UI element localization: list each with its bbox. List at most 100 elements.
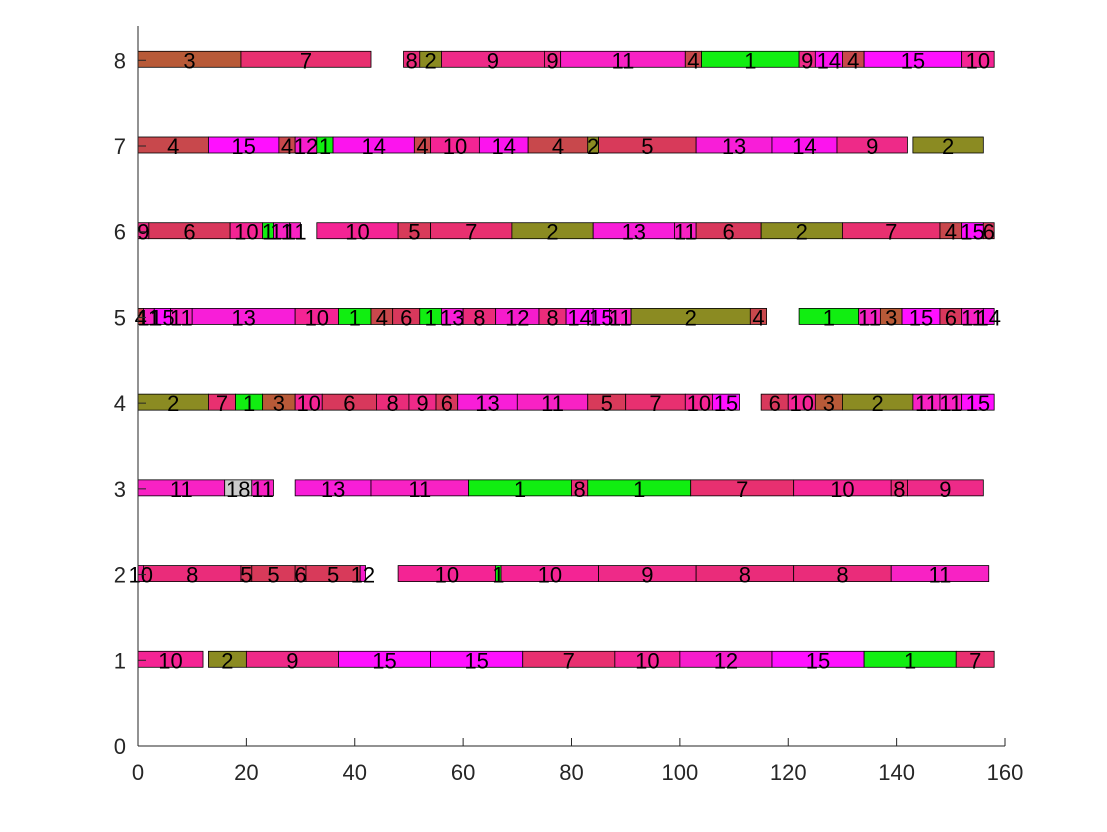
bar-label-row4-task1: 7 xyxy=(216,391,228,416)
bar-label-row4-task20: 11 xyxy=(939,391,962,416)
bar-label-row6-task14: 7 xyxy=(885,220,897,245)
bar-label-row5-task11: 8 xyxy=(473,305,485,330)
bar-label-row5-task24: 11 xyxy=(961,305,984,330)
bar-label-row3-task3: 13 xyxy=(321,477,345,502)
bar-label-row7-task12: 13 xyxy=(722,134,746,159)
x-tick-label-8: 160 xyxy=(987,760,1024,785)
bar-label-row8-task3: 2 xyxy=(424,48,436,73)
bar-label-row5-task25: 14 xyxy=(977,305,1001,330)
bar-label-row6-task12: 6 xyxy=(723,220,735,245)
bar-row7-task15 xyxy=(912,136,984,154)
bar-row3-task11 xyxy=(907,479,984,497)
y-tick-label-6: 6 xyxy=(114,220,126,245)
bar-label-row5-task17: 2 xyxy=(685,305,697,330)
bar-label-row2-task13: 11 xyxy=(929,563,952,588)
bar-label-row5-task16: 11 xyxy=(609,305,632,330)
bar-label-row6-task11: 11 xyxy=(674,220,697,245)
bar-label-row3-task8: 7 xyxy=(736,477,748,502)
bar-label-row5-task10: 13 xyxy=(440,305,464,330)
bar-label-row2-task11: 8 xyxy=(739,563,751,588)
bar-row5-task18 xyxy=(749,308,767,325)
bar-label-row7-task0: 4 xyxy=(167,134,179,159)
bar-label-row6-task16: 15 xyxy=(960,220,984,245)
y-tick-label-4: 4 xyxy=(114,391,126,416)
bar-label-row4-task15: 6 xyxy=(769,391,781,416)
bar-label-row1-task6: 10 xyxy=(635,648,659,673)
bar-label-row6-task1: 6 xyxy=(183,220,195,245)
y-tick-label-0: 0 xyxy=(114,734,126,759)
bar-label-row8-task2: 8 xyxy=(406,48,418,73)
bar-label-row5-task13: 8 xyxy=(546,305,558,330)
bar-label-row5-task3: 11 xyxy=(170,305,193,330)
bar-label-row3-task11: 9 xyxy=(939,477,951,502)
bar-label-row2-task4: 6 xyxy=(294,563,306,588)
bar-label-row4-task17: 3 xyxy=(823,391,835,416)
bar-label-row6-task5: 11 xyxy=(284,220,307,245)
bar-row6-task17 xyxy=(982,222,995,240)
bar-label-row7-task11: 5 xyxy=(641,134,653,159)
bar-label-row5-task23: 6 xyxy=(945,305,957,330)
y-tick-label-2: 2 xyxy=(114,563,126,588)
bar-label-row7-task1: 15 xyxy=(231,134,255,159)
bar-label-row5-task20: 11 xyxy=(858,305,881,330)
bar-label-row8-task12: 15 xyxy=(901,48,925,73)
bar-label-row8-task6: 11 xyxy=(612,48,635,73)
bar-label-row5-task21: 3 xyxy=(885,305,897,330)
bar-label-row4-task10: 11 xyxy=(541,391,564,416)
y-tick-label-7: 7 xyxy=(114,134,126,159)
bar-label-row5-task15: 15 xyxy=(589,305,613,330)
bar-row1-task10 xyxy=(955,650,995,668)
bar-label-row3-task5: 1 xyxy=(514,477,526,502)
bar-label-row4-task21: 15 xyxy=(966,391,990,416)
bar-label-row7-task7: 10 xyxy=(443,134,467,159)
bar-label-row7-task14: 9 xyxy=(866,134,878,159)
y-tick-label-1: 1 xyxy=(114,648,126,673)
bar-label-row4-task2: 1 xyxy=(243,391,255,416)
bar-label-row8-task4: 9 xyxy=(487,48,499,73)
bar-label-row3-task10: 8 xyxy=(893,477,905,502)
bar-label-row8-task13: 10 xyxy=(966,48,990,73)
bar-label-row5-task7: 4 xyxy=(376,305,388,330)
bar-label-row5-task8: 6 xyxy=(400,305,412,330)
bar-label-row2-task9: 10 xyxy=(538,563,562,588)
bar-row3-task2 xyxy=(251,479,274,497)
bar-row4-task14 xyxy=(711,393,740,411)
bar-label-row5-task19: 1 xyxy=(823,305,835,330)
bar-row2-task6 xyxy=(359,565,366,582)
bar-label-row5-task22: 15 xyxy=(909,305,933,330)
bar-label-row7-task13: 14 xyxy=(792,134,816,159)
bar-label-row4-task6: 8 xyxy=(387,391,399,416)
bar-label-row8-task0: 3 xyxy=(183,48,195,73)
bar-label-row6-task8: 7 xyxy=(465,220,477,245)
bar-label-row1-task4: 15 xyxy=(464,648,488,673)
bar-label-row8-task5: 9 xyxy=(546,48,558,73)
bar-label-row7-task9: 4 xyxy=(552,134,564,159)
bar-label-row6-task13: 2 xyxy=(796,220,808,245)
bar-label-row6-task9: 2 xyxy=(546,220,558,245)
bar-label-row8-task11: 4 xyxy=(847,48,859,73)
x-tick-label-2: 40 xyxy=(343,760,367,785)
bar-label-row4-task8: 6 xyxy=(441,391,453,416)
bar-label-row1-task9: 1 xyxy=(904,648,916,673)
bar-label-row5-task2: 15 xyxy=(150,305,174,330)
bar-label-row2-task8: 1 xyxy=(492,563,504,588)
bar-label-row7-task3: 12 xyxy=(294,134,318,159)
bar-label-row4-task14: 15 xyxy=(714,391,738,416)
bar-label-row3-task0: 11 xyxy=(170,477,193,502)
bar-label-row7-task6: 4 xyxy=(416,134,428,159)
bar-label-row4-task5: 6 xyxy=(343,391,355,416)
bar-label-row8-task7: 4 xyxy=(687,48,699,73)
y-tick-label-8: 8 xyxy=(114,48,126,73)
bar-row7-task14 xyxy=(836,136,908,154)
y-tick-label-3: 3 xyxy=(114,477,126,502)
bar-label-row6-task2: 10 xyxy=(234,220,258,245)
bar-label-row3-task2: 11 xyxy=(251,477,274,502)
x-tick-label-7: 140 xyxy=(878,760,915,785)
bar-label-row4-task4: 10 xyxy=(296,391,320,416)
bar-label-row1-task8: 15 xyxy=(806,648,830,673)
bar-label-row2-task6: 12 xyxy=(351,563,375,588)
bar-label-row2-task5: 5 xyxy=(327,563,339,588)
bars-layer xyxy=(137,50,995,668)
